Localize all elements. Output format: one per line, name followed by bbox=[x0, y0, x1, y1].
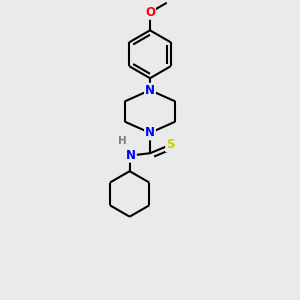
Text: N: N bbox=[126, 149, 136, 162]
Text: N: N bbox=[145, 84, 155, 97]
Text: N: N bbox=[145, 126, 155, 140]
Text: H: H bbox=[118, 136, 127, 146]
Text: O: O bbox=[145, 6, 155, 19]
Text: S: S bbox=[166, 138, 175, 152]
